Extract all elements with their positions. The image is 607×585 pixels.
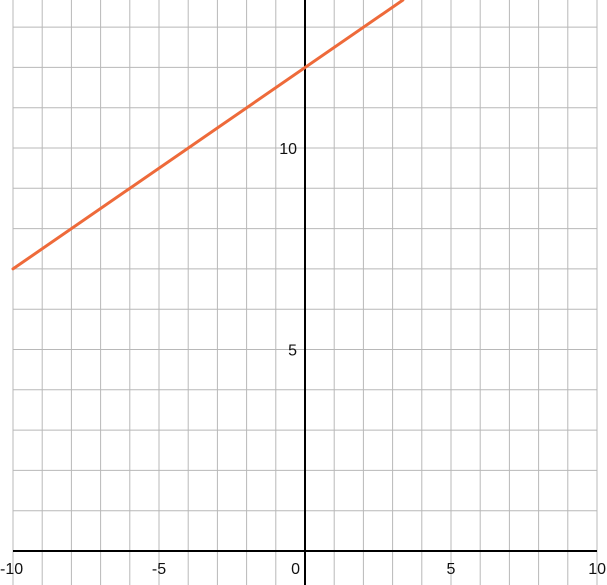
x-tick-label: 0 (291, 561, 300, 578)
axes (13, 0, 597, 585)
y-tick-label: 10 (279, 141, 297, 158)
x-tick-label: 5 (447, 561, 456, 578)
y-tick-label: 5 (288, 343, 297, 360)
series-line (11, 0, 405, 271)
tick-labels: -10 -5 0 5 10 5 10 (0, 141, 606, 578)
x-tick-label: 10 (588, 561, 606, 578)
x-tick-label: -10 (0, 561, 23, 578)
series (11, 0, 405, 271)
x-tick-label: -5 (152, 561, 166, 578)
